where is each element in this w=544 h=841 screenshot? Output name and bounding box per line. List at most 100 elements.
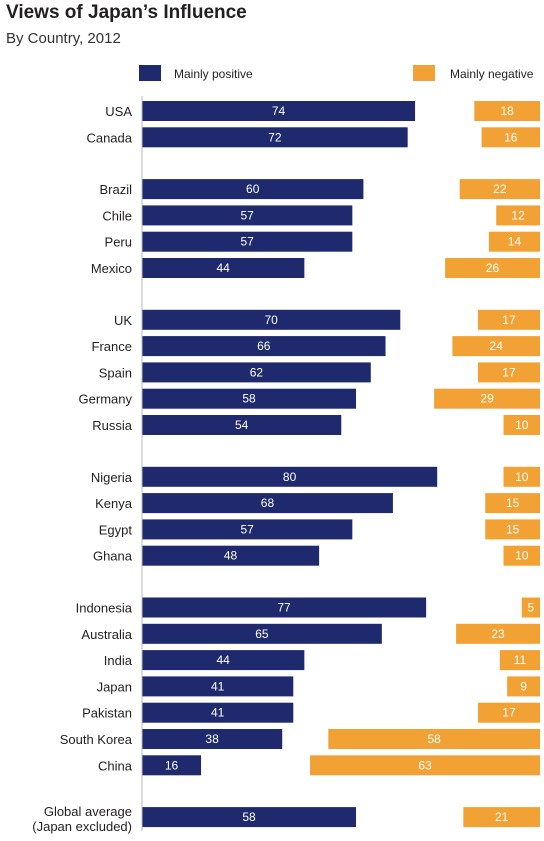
category-label: Brazil: [99, 182, 132, 197]
positive-value-label: 60: [246, 182, 260, 196]
negative-bar: [503, 415, 540, 435]
negative-bar: [477, 702, 540, 723]
category-label: Germany: [79, 392, 133, 407]
legend-label-negative: Mainly negative: [450, 67, 534, 81]
positive-value-label: 48: [224, 549, 238, 563]
negative-bar: [474, 101, 540, 121]
positive-bar: [142, 388, 357, 409]
category-label: Egypt: [99, 522, 133, 537]
category-label: Pakistan: [82, 706, 132, 721]
positive-bar: [142, 493, 393, 514]
positive-bar: [142, 127, 408, 148]
category-label: Peru: [105, 235, 132, 250]
category-label: Mexico: [91, 261, 132, 276]
negative-value-label: 29: [480, 392, 494, 406]
negative-value-label: 10: [515, 549, 529, 563]
category-label: Chile: [102, 208, 132, 223]
positive-bar: [142, 623, 382, 644]
negative-value-label: 21: [495, 810, 509, 824]
negative-bar: [477, 309, 540, 330]
category-label: Canada: [86, 130, 132, 145]
negative-bar: [499, 650, 540, 671]
negative-bar: [452, 336, 540, 357]
positive-value-label: 44: [217, 653, 231, 667]
negative-value-label: 23: [491, 627, 505, 641]
positive-bar: [142, 466, 438, 487]
negative-value-label: 16: [504, 130, 518, 144]
category-label: USA: [105, 104, 132, 119]
positive-value-label: 80: [283, 470, 297, 484]
negative-bar: [445, 258, 540, 278]
positive-value-label: 16: [165, 758, 179, 772]
category-label: Global average: [44, 804, 132, 819]
negative-value-label: 17: [502, 365, 516, 379]
negative-value-label: 22: [493, 182, 507, 196]
legend-label-positive: Mainly positive: [174, 67, 253, 81]
positive-bar: [142, 702, 294, 723]
category-label: South Korea: [60, 732, 133, 747]
positive-bar: [142, 336, 386, 357]
positive-value-label: 44: [217, 261, 231, 275]
negative-bar: [503, 545, 540, 566]
negative-value-label: 15: [506, 522, 520, 536]
positive-bar: [142, 205, 353, 226]
negative-value-label: 12: [511, 208, 525, 222]
category-label: Russia: [92, 418, 133, 433]
positive-value-label: 62: [250, 365, 264, 379]
positive-bar: [142, 676, 294, 697]
positive-value-label: 57: [240, 522, 254, 536]
negative-value-label: 18: [500, 104, 514, 118]
positive-value-label: 77: [277, 601, 291, 615]
positive-bar: [142, 258, 305, 278]
positive-value-label: 70: [264, 313, 278, 327]
category-label: India: [104, 653, 133, 668]
positive-bar: [142, 309, 401, 330]
positive-bar: [142, 101, 416, 121]
positive-bar: [142, 729, 283, 749]
category-label: France: [92, 339, 132, 354]
negative-bar: [496, 205, 540, 226]
positive-bar: [142, 519, 353, 540]
negative-value-label: 17: [502, 706, 516, 720]
positive-value-label: 41: [211, 679, 225, 693]
negative-bar: [481, 127, 540, 148]
positive-value-label: 57: [240, 208, 254, 222]
category-label: Japan: [97, 679, 132, 694]
negative-bar: [521, 597, 540, 618]
positive-bar: [142, 231, 353, 252]
negative-value-label: 5: [528, 601, 535, 615]
positive-bar: [142, 362, 371, 383]
negative-value-label: 58: [427, 732, 441, 746]
negative-bar: [459, 179, 540, 200]
category-label: UK: [114, 313, 132, 328]
positive-value-label: 41: [211, 706, 225, 720]
chart-title: Views of Japan’s Influence: [6, 2, 247, 23]
positive-value-label: 54: [235, 418, 249, 432]
negative-bar: [434, 388, 540, 409]
positive-value-label: 57: [240, 235, 254, 249]
negative-value-label: 17: [502, 313, 516, 327]
negative-value-label: 15: [506, 496, 520, 510]
negative-bar: [485, 493, 540, 514]
negative-value-label: 24: [490, 339, 504, 353]
positive-bar: [142, 597, 427, 618]
positive-value-label: 58: [242, 392, 256, 406]
negative-value-label: 63: [418, 758, 432, 772]
category-label: Kenya: [95, 496, 133, 511]
negative-value-label: 11: [514, 653, 527, 667]
negative-value-label: 10: [515, 470, 529, 484]
negative-value-label: 9: [520, 679, 527, 693]
positive-bar: [142, 755, 202, 776]
positive-value-label: 68: [261, 496, 275, 510]
category-label: Spain: [99, 365, 132, 380]
chart-subtitle: By Country, 2012: [6, 30, 121, 47]
positive-value-label: 38: [205, 732, 219, 746]
positive-bar: [142, 545, 320, 566]
positive-value-label: 74: [272, 104, 286, 118]
legend-swatch-negative: [413, 65, 435, 81]
negative-value-label: 14: [508, 235, 522, 249]
legend-swatch-positive: [139, 65, 161, 81]
negative-bar: [328, 729, 540, 749]
category-label: Nigeria: [91, 470, 133, 485]
